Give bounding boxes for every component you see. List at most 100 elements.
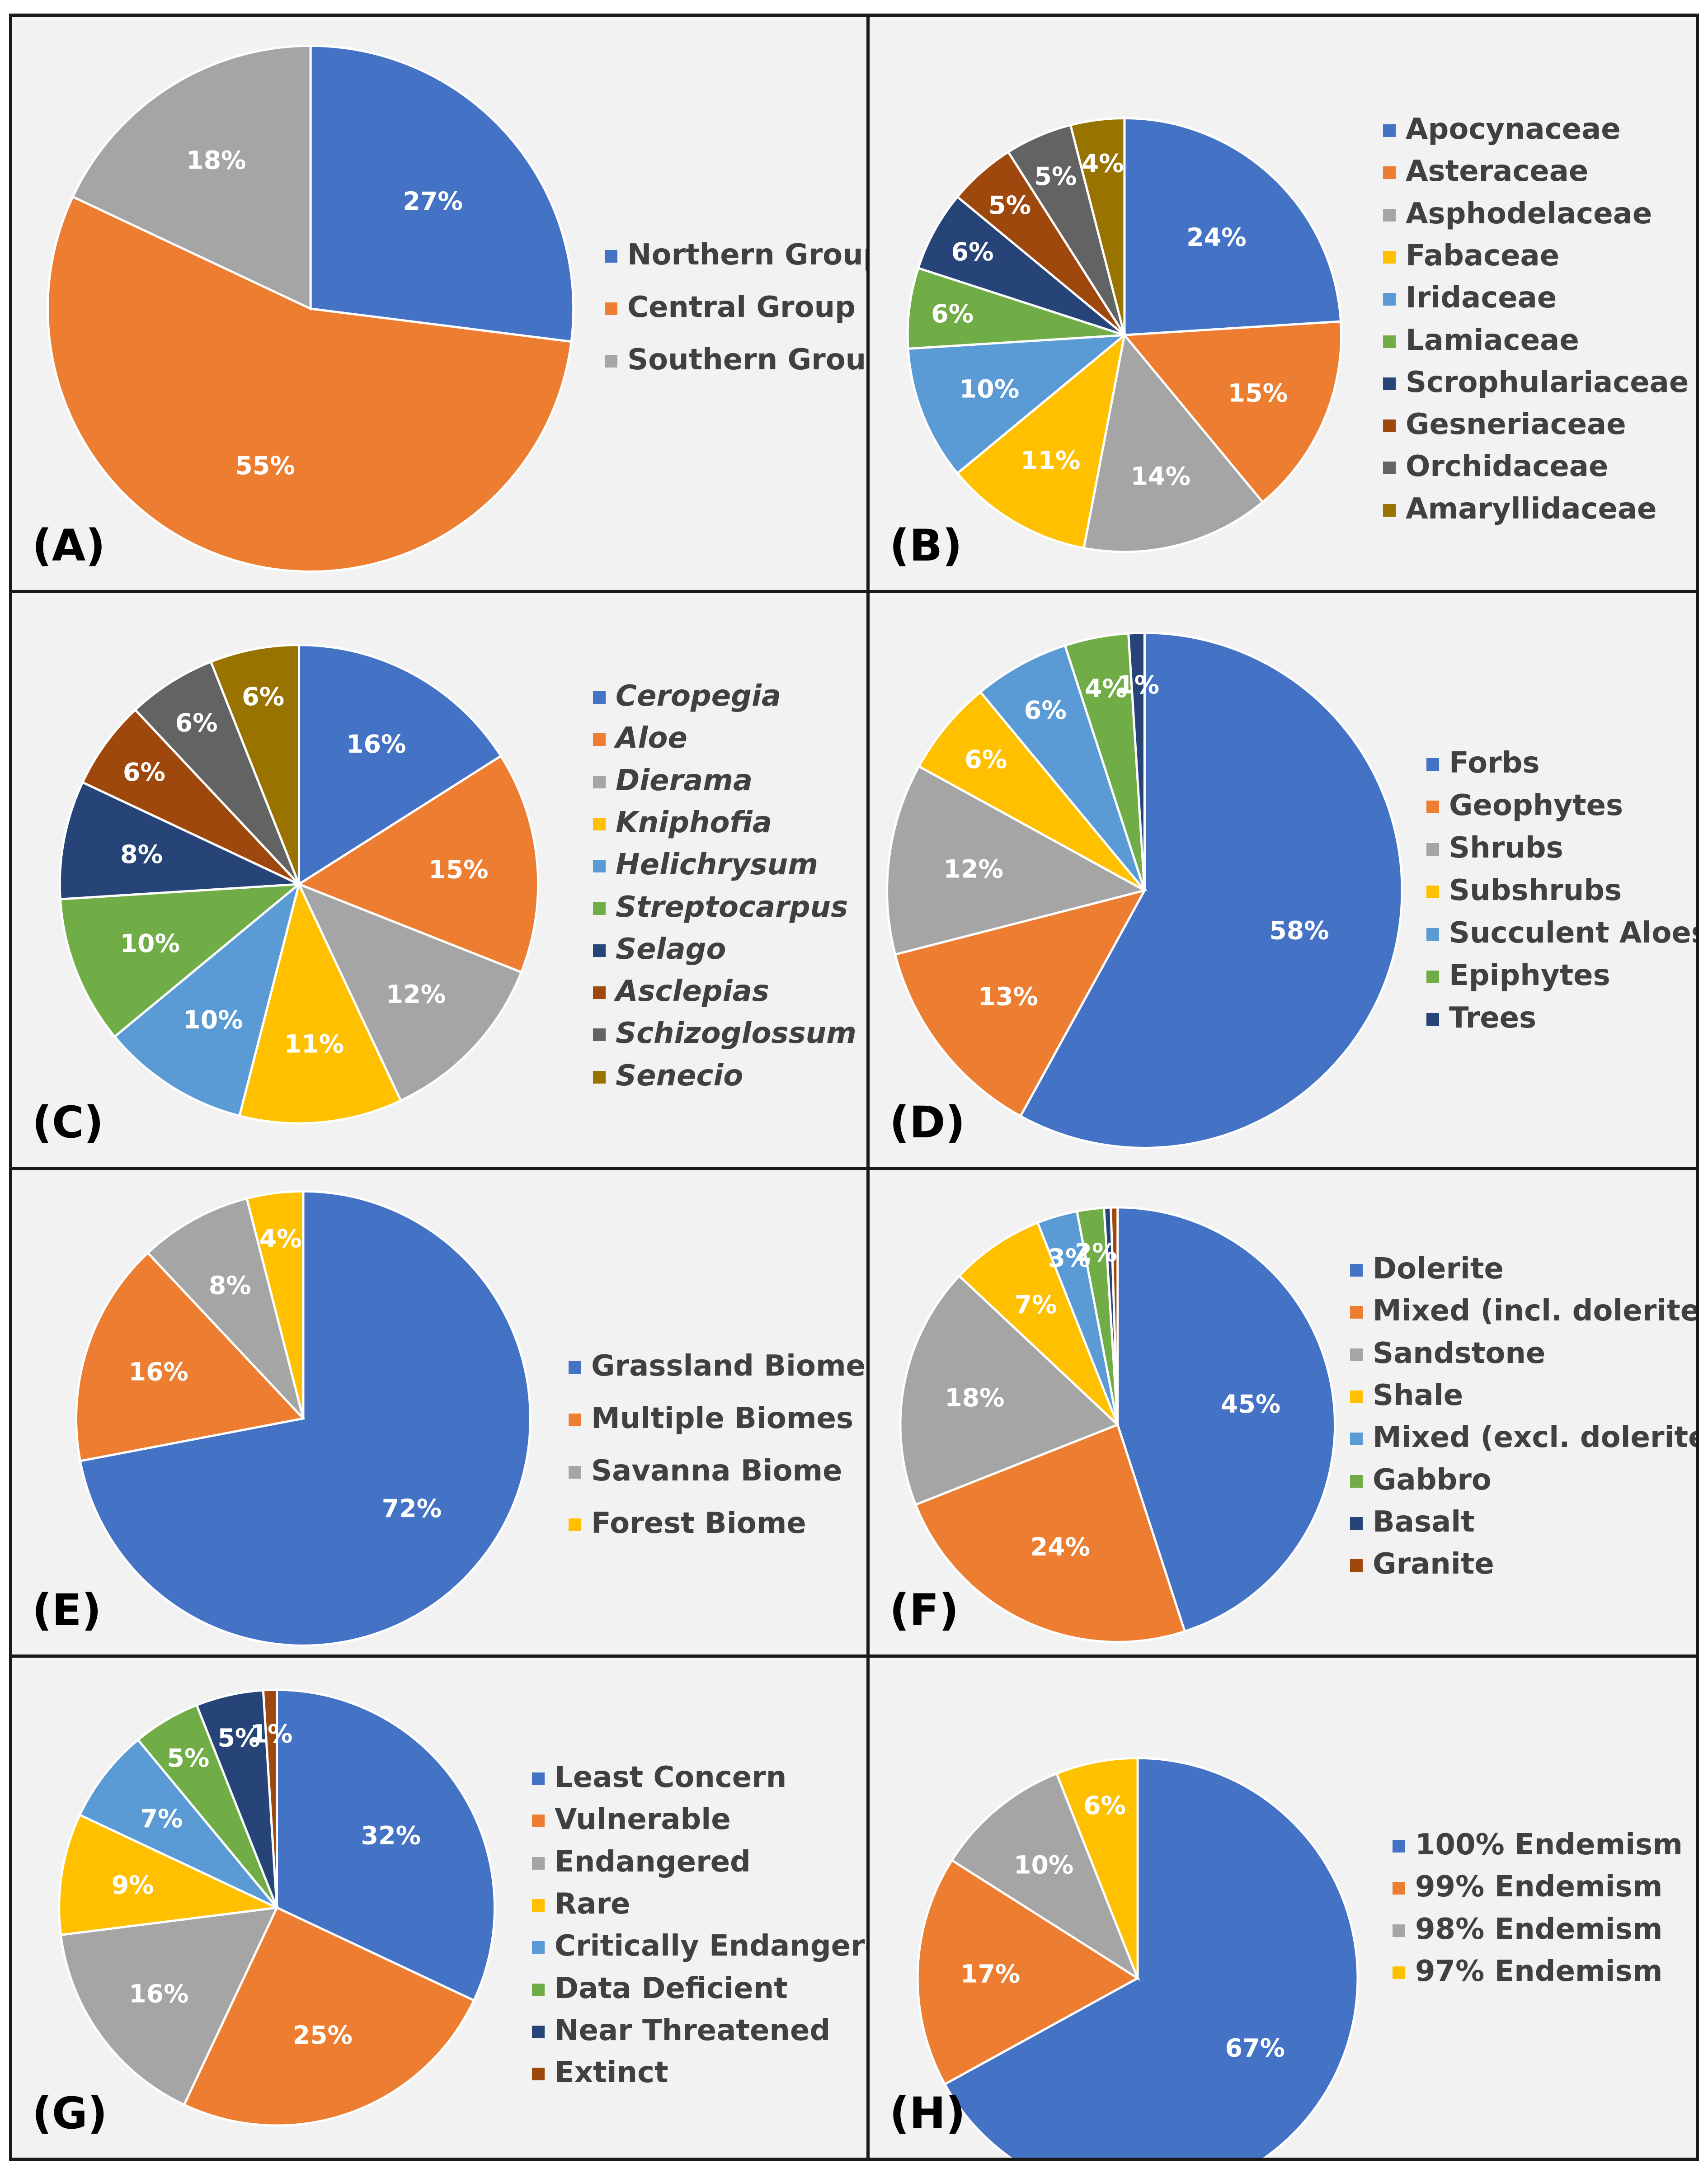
legend-item: Fabaceae — [1383, 241, 1559, 270]
legend-swatch — [593, 733, 606, 746]
pie-slice — [47, 195, 573, 573]
legend-item: Vulnerable — [532, 1805, 731, 1834]
legend-item: Dierama — [593, 766, 753, 795]
slice-label: 10% — [1014, 1851, 1073, 1880]
legend-item: Savanna Biome — [569, 1457, 842, 1485]
legend-item: Mixed (incl. dolerite) — [1350, 1296, 1696, 1325]
pie-slice — [81, 708, 300, 886]
legend-item: Selago — [593, 935, 726, 964]
legend-label: Dierama — [616, 764, 753, 797]
legend-swatch — [532, 2025, 545, 2038]
legend-swatch — [532, 1983, 545, 1996]
slice-label: 12% — [943, 855, 1003, 884]
chart-panel: 27% 55% 18% Northern Group Central Group Sout… — [9, 14, 870, 593]
slice-label: 24% — [1186, 223, 1247, 252]
legend-label: Subshrubs — [1449, 874, 1622, 907]
panel-label: (D) — [889, 1097, 965, 1148]
legend-item: 98% Endemism — [1393, 1915, 1662, 1944]
pie-slice — [894, 888, 1147, 1118]
legend-item: Sandstone — [1350, 1339, 1545, 1368]
slice-label: 27% — [403, 187, 463, 216]
chart-panel: 58% 13% 12% 6% 6% 4% 1% Forbs Geophytes Shrubs Sub… — [866, 590, 1699, 1170]
legend-label: Multiple Biomes — [591, 1402, 854, 1435]
legend-label: 99% Endemism — [1415, 1870, 1663, 1904]
chart-panel: 72% 16% 8% 4% Grassland Biome Multiple Biomes… — [9, 1167, 870, 1658]
pie-slice — [146, 1197, 305, 1419]
legend-swatch — [1350, 1390, 1363, 1403]
legend-label: Selago — [616, 932, 726, 966]
legend-label: Amaryllidaceae — [1406, 492, 1657, 526]
legend-label: Ceropegia — [616, 679, 781, 713]
legend-label: Kniphofia — [616, 806, 772, 839]
legend-swatch — [532, 1815, 545, 1828]
legend-label: Schizoglossum — [616, 1017, 856, 1051]
legend-item: Data Deficient — [532, 1974, 788, 2003]
legend-swatch — [1350, 1475, 1363, 1488]
pie-chart: 27% 55% 18% — [47, 44, 575, 573]
legend-swatch — [569, 1414, 581, 1426]
pie-slice — [262, 1688, 278, 1908]
pie-slice — [955, 332, 1126, 550]
legend-label: Shale — [1373, 1378, 1463, 1412]
slice-label: 6% — [1024, 696, 1067, 725]
slice-label: 10% — [960, 375, 1020, 404]
slice-label: 6% — [1083, 1791, 1126, 1820]
slice-label: 7% — [140, 1805, 183, 1834]
slice-label: 6% — [965, 745, 1007, 774]
legend-swatch — [532, 2068, 545, 2081]
slice-label: 13% — [978, 982, 1038, 1011]
slice-label: 24% — [1030, 1533, 1090, 1562]
legend-item: Shrubs — [1426, 834, 1563, 863]
legend-swatch — [1426, 758, 1439, 771]
legend-swatch — [1350, 1264, 1363, 1277]
pie-slice — [133, 660, 300, 885]
legend-item: Epiphytes — [1426, 961, 1610, 990]
legend-swatch — [593, 860, 606, 873]
slice-label: 2% — [1075, 1239, 1117, 1268]
legend-item: Basalt — [1350, 1508, 1475, 1537]
legend-swatch — [1393, 1966, 1405, 1979]
legend-label: Near Threatened — [555, 2013, 831, 2047]
slice-label: 3% — [1048, 1244, 1091, 1273]
legend-item: Extinct — [532, 2058, 668, 2087]
pie-slice — [59, 1906, 279, 2107]
slice-label: 55% — [235, 452, 295, 481]
slice-label: 5% — [988, 191, 1031, 220]
pie-chart: 24%15%14%11%10%6%6%5%5% 4% — [906, 117, 1343, 553]
pie-slice — [1007, 123, 1126, 336]
chart-panel: 32% 25% 16% 9% 7% 5% 5% 1% Least Concern Vulnerab… — [9, 1654, 870, 2161]
legend-item: Asphodelaceae — [1383, 199, 1652, 228]
legend-item: Forbs — [1426, 749, 1540, 778]
slice-label: 6% — [931, 300, 974, 329]
slice-label: 58% — [1269, 916, 1329, 945]
pie-slice — [1116, 1206, 1336, 1633]
pie-slice — [1127, 632, 1146, 891]
legend-item: Streptocarpus — [593, 893, 848, 922]
pie-slice — [276, 1688, 496, 2002]
panel-label: (A) — [32, 520, 106, 571]
pie-slice — [916, 1858, 1140, 2086]
legend-item: Grassland Biome — [569, 1352, 866, 1381]
legend-item: Least Concern — [532, 1763, 786, 1792]
legend-item: Subshrubs — [1426, 876, 1622, 905]
pie-slice — [209, 644, 300, 885]
legend-item: Shale — [1350, 1381, 1463, 1410]
legend-swatch — [1350, 1348, 1363, 1361]
legend-label: Critically Endangered — [555, 1929, 866, 1963]
pie-slice — [907, 334, 1128, 475]
slice-label: 4% — [1082, 149, 1124, 178]
legend-label: Gesneriaceae — [1406, 408, 1626, 442]
legend-swatch — [1426, 886, 1439, 898]
pie-slice — [79, 1190, 532, 1647]
pie-slice — [955, 150, 1125, 336]
pie-slice — [113, 881, 301, 1117]
legend-swatch — [1393, 1840, 1405, 1852]
legend-item: Scrophulariaceae — [1383, 368, 1689, 397]
pie-slice — [1082, 332, 1265, 553]
legend-label: Trees — [1449, 1001, 1537, 1035]
slice-label: 18% — [945, 1384, 1004, 1413]
legend-item: Forest Biome — [569, 1509, 806, 1538]
legend-swatch — [1393, 1924, 1405, 1937]
panel-label: (C) — [32, 1097, 104, 1148]
